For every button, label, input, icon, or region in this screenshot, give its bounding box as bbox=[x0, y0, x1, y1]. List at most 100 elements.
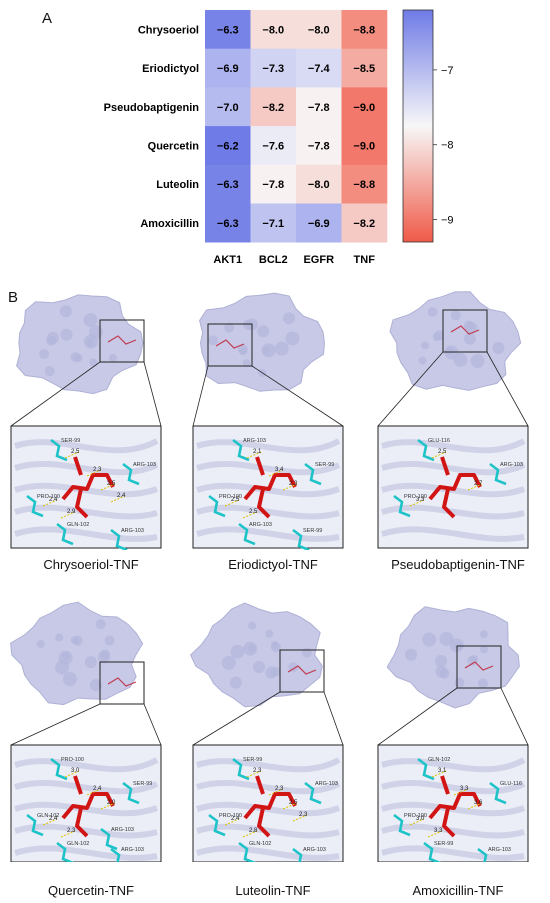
residue-sidechain bbox=[292, 847, 303, 862]
surface-texture bbox=[229, 676, 242, 689]
protein-ribbon bbox=[14, 757, 159, 773]
zoom-line bbox=[486, 351, 529, 427]
residue-label: PRO-100 bbox=[404, 494, 427, 500]
surface-texture bbox=[439, 668, 450, 679]
surface-texture bbox=[59, 305, 72, 318]
ligand-mini bbox=[464, 661, 494, 671]
hbond-line bbox=[42, 818, 58, 826]
surface-texture bbox=[58, 650, 73, 665]
hbond-distance-label: 2.5 bbox=[249, 509, 258, 515]
surface-texture bbox=[95, 619, 106, 630]
heatmap-chart: Chrysoeriol −6.3 −8.0 −8.0 −8.8 Eriodictyol −6… bbox=[104, 9, 454, 266]
zoom-line bbox=[10, 703, 101, 746]
ligand-mini bbox=[287, 665, 317, 675]
hbond-line bbox=[467, 483, 483, 491]
hbond-line bbox=[60, 830, 76, 838]
heatmap-cell bbox=[341, 126, 388, 166]
surface-texture bbox=[432, 333, 441, 342]
colorbar-tick-label: −8 bbox=[441, 140, 454, 152]
zoom-line bbox=[192, 691, 281, 746]
hbond-line bbox=[100, 483, 116, 491]
heatmap-cell bbox=[250, 48, 297, 88]
binding-site-box bbox=[279, 649, 325, 693]
protein-ribbon bbox=[196, 780, 341, 795]
surface-texture bbox=[418, 356, 427, 365]
surface-texture bbox=[463, 320, 474, 331]
hbond-line bbox=[268, 788, 284, 796]
ligand-structure bbox=[243, 456, 297, 519]
residue-label: GLN-102 bbox=[67, 522, 89, 528]
residue-sidechain bbox=[489, 781, 507, 805]
row-label: Quercetin bbox=[148, 140, 200, 152]
protein-surface bbox=[190, 602, 323, 708]
cell-value-label: −8.2 bbox=[353, 218, 375, 230]
hbond-distance-label: 2.5 bbox=[231, 497, 240, 503]
residue-sidechain bbox=[393, 813, 411, 837]
hbond-line bbox=[427, 830, 443, 838]
protein-ribbon bbox=[196, 757, 341, 773]
protein-ribbon bbox=[14, 461, 159, 476]
hbond-distance-label: 2.5 bbox=[107, 481, 116, 487]
hbond-distance-label: 2.3 bbox=[289, 481, 298, 487]
surface-texture bbox=[62, 672, 77, 687]
residue-label: SER-99 bbox=[243, 757, 262, 763]
surface-texture bbox=[435, 654, 448, 667]
surface-texture bbox=[39, 349, 50, 360]
protein-ribbon bbox=[14, 845, 158, 861]
hbond-line bbox=[431, 770, 447, 778]
residue-label: ARG-103 bbox=[315, 781, 338, 787]
residue-label: GLN-102 bbox=[249, 841, 271, 847]
surface-texture bbox=[44, 366, 55, 377]
protein-ribbon bbox=[381, 845, 525, 861]
cell-value-label: −7.1 bbox=[262, 218, 284, 230]
heatmap-cell bbox=[250, 203, 297, 243]
colorbar bbox=[402, 9, 434, 243]
hbond-line bbox=[246, 451, 262, 459]
hbond-distance-label: 3.3 bbox=[460, 786, 469, 792]
residue-sidechain bbox=[304, 462, 322, 486]
hbond-line bbox=[467, 802, 483, 810]
residue-sidechain bbox=[417, 438, 435, 462]
protein-ribbon bbox=[381, 438, 526, 454]
ligand-structure bbox=[243, 775, 297, 838]
protein-ribbon bbox=[381, 526, 525, 542]
ligand-structure bbox=[61, 456, 115, 519]
colorbar-tick-label: −9 bbox=[441, 215, 454, 227]
surface-texture bbox=[243, 641, 258, 656]
residue-label: ARG-103 bbox=[500, 462, 523, 468]
residue-label: SER-99 bbox=[133, 781, 152, 787]
hbond-line bbox=[282, 802, 298, 810]
hbond-distance-label: 2.4 bbox=[117, 493, 126, 499]
protein-ribbon bbox=[14, 504, 158, 520]
surface-texture bbox=[477, 678, 488, 689]
surface-texture bbox=[405, 648, 418, 661]
complex-caption: Quercetin-TNF bbox=[48, 883, 134, 898]
hbond-line bbox=[453, 788, 469, 796]
residue-label: GLN-102 bbox=[67, 841, 89, 847]
hbond-line bbox=[110, 495, 126, 503]
heatmap-cell bbox=[250, 126, 297, 166]
cell-value-label: −7.8 bbox=[262, 179, 284, 191]
residue-sidechain bbox=[50, 438, 68, 462]
hbond-line bbox=[292, 814, 308, 822]
surface-texture bbox=[288, 662, 299, 673]
heatmap-cell bbox=[205, 203, 251, 243]
hbond-line bbox=[409, 818, 425, 826]
cell-value-label: −6.2 bbox=[217, 140, 239, 152]
surface-texture bbox=[208, 335, 219, 346]
hbond-line bbox=[60, 511, 76, 519]
heatmap-cell bbox=[250, 87, 297, 127]
surface-texture bbox=[463, 332, 476, 345]
heatmap-cell bbox=[205, 48, 251, 88]
hbond-distance-label: 2.3 bbox=[299, 812, 308, 818]
heatmap-cell bbox=[296, 10, 342, 49]
surface-texture bbox=[242, 359, 251, 368]
residue-label: GLU-116 bbox=[500, 781, 522, 787]
residue-sidechain bbox=[208, 494, 226, 518]
protein-ribbon bbox=[196, 461, 341, 476]
hbond-distance-label: 2.4 bbox=[49, 497, 58, 503]
surface-texture bbox=[470, 654, 479, 663]
heatmap-cell bbox=[250, 164, 297, 204]
cell-value-label: −6.3 bbox=[217, 24, 239, 36]
heatmap-cell bbox=[341, 87, 388, 127]
